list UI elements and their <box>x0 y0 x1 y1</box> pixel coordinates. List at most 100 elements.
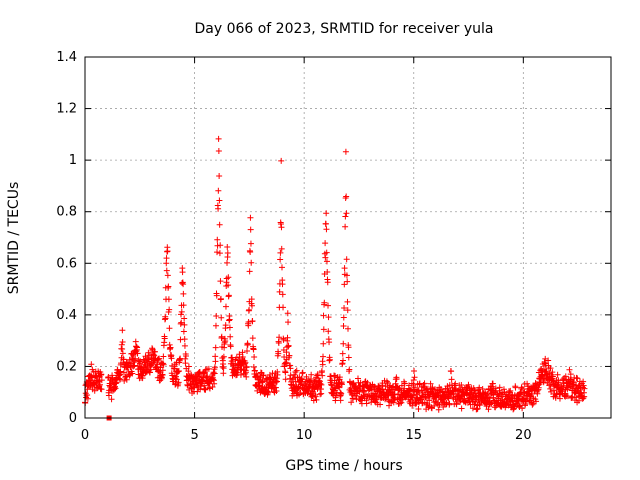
data-point <box>175 379 182 386</box>
data-point <box>156 355 163 362</box>
x-tick-label: 15 <box>405 428 422 443</box>
data-point <box>552 394 559 401</box>
data-point <box>336 374 343 381</box>
data-point <box>308 371 315 378</box>
data-point <box>223 275 230 282</box>
data-point <box>320 312 327 319</box>
data-point <box>284 334 291 341</box>
data-point <box>129 370 136 377</box>
data-point <box>312 393 319 400</box>
data-point <box>248 296 255 303</box>
data-point <box>298 376 305 383</box>
data-point <box>324 268 331 275</box>
data-point <box>337 397 344 404</box>
data-point <box>119 345 126 352</box>
data-point <box>280 304 287 311</box>
data-point <box>486 395 493 402</box>
data-point <box>181 321 188 328</box>
data-point <box>160 353 167 360</box>
data-point <box>547 385 554 392</box>
data-point <box>182 360 189 367</box>
y-tick-label: 0.4 <box>56 308 77 323</box>
data-point <box>323 226 330 233</box>
data-point <box>155 367 162 374</box>
data-point <box>147 366 154 373</box>
data-point <box>276 288 283 295</box>
data-point <box>222 337 229 344</box>
grid-lines <box>85 57 611 418</box>
data-point <box>220 370 227 377</box>
data-point <box>225 274 232 281</box>
data-point <box>111 384 118 391</box>
data-point <box>247 214 254 221</box>
data-point <box>340 322 347 329</box>
data-point <box>165 283 172 290</box>
data-point <box>185 363 192 370</box>
data-point <box>200 370 207 377</box>
data-point <box>180 328 187 335</box>
data-point <box>96 383 103 390</box>
data-point <box>317 391 324 398</box>
y-tick-label: 0.8 <box>56 205 77 220</box>
data-point <box>496 384 503 391</box>
data-point <box>134 350 141 357</box>
data-point <box>285 342 292 349</box>
data-point <box>277 220 284 227</box>
data-point <box>139 375 146 382</box>
x-tick-label: 10 <box>296 428 313 443</box>
chart-title: Day 066 of 2023, SRMTID for receiver yul… <box>194 21 493 37</box>
data-point <box>247 240 254 247</box>
data-point <box>529 401 536 408</box>
data-point <box>280 336 287 343</box>
data-point <box>180 281 187 288</box>
data-point <box>91 387 98 394</box>
data-point <box>212 344 219 351</box>
data-point <box>216 221 223 228</box>
data-point <box>452 380 459 387</box>
data-point <box>336 384 343 391</box>
data-point <box>222 322 229 329</box>
data-point <box>313 396 320 403</box>
data-point <box>98 371 105 378</box>
data-point <box>202 366 209 373</box>
data-point <box>283 349 290 356</box>
data-point <box>116 371 123 378</box>
x-axis-label: GPS time / hours <box>285 458 402 474</box>
data-point <box>277 249 284 256</box>
data-point <box>217 242 224 249</box>
data-point <box>213 313 220 320</box>
data-point <box>218 333 225 340</box>
y-tick-label: 0 <box>69 411 77 426</box>
data-point <box>342 195 349 202</box>
data-point <box>515 403 522 410</box>
data-point <box>363 400 370 407</box>
x-tick-label: 5 <box>190 428 198 443</box>
data-point <box>581 385 588 392</box>
data-point <box>205 380 212 387</box>
data-point <box>322 240 329 247</box>
data-point <box>227 333 234 340</box>
data-point <box>278 245 285 252</box>
data-point <box>342 148 349 155</box>
data-point <box>98 386 105 393</box>
y-tick-label: 0.6 <box>56 256 77 271</box>
data-point <box>322 254 329 261</box>
data-point <box>250 363 257 370</box>
data-point <box>339 350 346 357</box>
data-point <box>225 282 232 289</box>
data-point <box>215 205 222 212</box>
data-point <box>341 304 348 311</box>
data-point <box>132 355 139 362</box>
data-point <box>197 383 204 390</box>
data-point <box>435 406 442 413</box>
data-point <box>549 369 556 376</box>
data-point <box>217 278 224 285</box>
data-point <box>117 368 124 375</box>
data-point <box>151 348 158 355</box>
data-point <box>541 359 548 366</box>
data-point <box>299 369 306 376</box>
data-point <box>545 357 552 364</box>
data-point <box>345 325 351 332</box>
data-point <box>181 315 188 322</box>
data-point <box>217 295 224 302</box>
